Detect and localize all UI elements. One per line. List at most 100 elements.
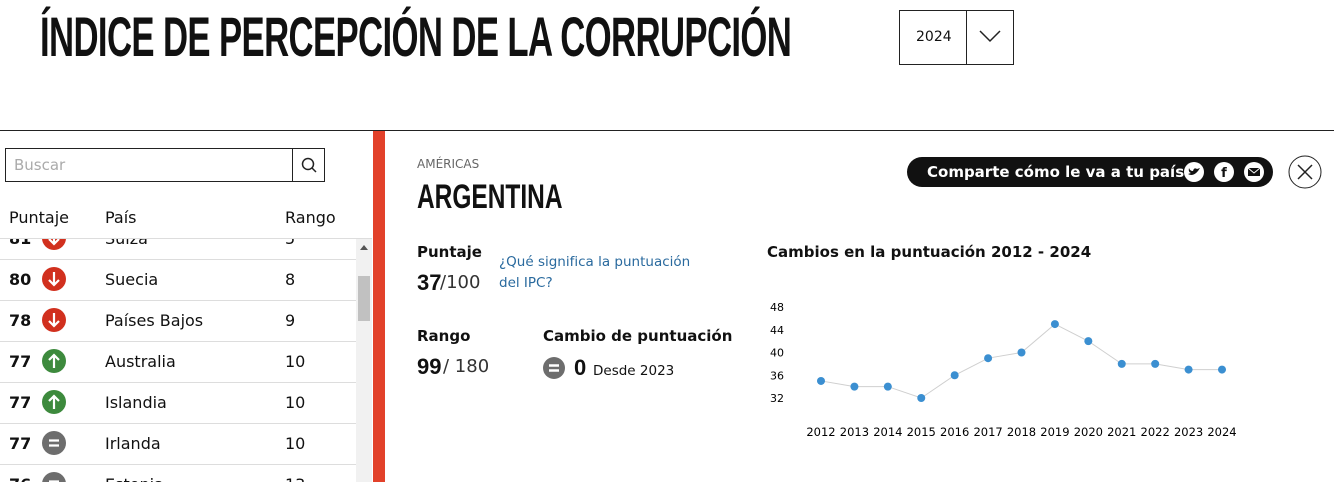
score: 77 [9, 351, 32, 371]
search-icon[interactable] [300, 156, 318, 174]
score-max: /100 [440, 272, 481, 293]
chevron [979, 30, 1001, 43]
rank-value: 99 [417, 354, 442, 379]
line-chart: 32 36 40 44 48 2012 2013 2014 2015 2016 2017 2018 20… [770, 301, 1237, 439]
scrollbar[interactable] [356, 239, 372, 482]
title-text: ÍNDICE DE PERCEPCIÓN DE LA CORRUPCIÓN [40, 5, 792, 68]
x-tick-label: 2016 [940, 425, 969, 439]
country: Suecia [105, 269, 159, 289]
x-tick-label: 2013 [840, 425, 869, 439]
year-dropdown[interactable]: 2024 [899, 10, 1014, 65]
ranking-table: 81 Suiza 5 80 Suecia 8 78 Países Bajos 9 77 Austra… [0, 239, 356, 482]
data-point [817, 376, 825, 385]
change-value: 0 [574, 355, 587, 380]
trend-icon [42, 307, 66, 332]
table-row[interactable]: 76 Estonia 13 [0, 464, 356, 482]
rank: 10 [285, 392, 306, 412]
table-row[interactable]: 77 Islandia 10 [0, 382, 356, 424]
y-tick-label: 44 [770, 324, 784, 337]
score-info-link[interactable]: ¿Qué significa la puntuación del IPC? [499, 254, 691, 291]
handle [311, 167, 317, 173]
page-title: ÍNDICE DE PERCEPCIÓN DE LA CORRUPCIÓN [40, 4, 1252, 69]
share-icons: f [1184, 162, 1264, 182]
table-row[interactable]: 78 Países Bajos 9 [0, 300, 356, 342]
y-tick-label: 32 [770, 392, 784, 405]
region: AMÉRICAS [417, 157, 480, 171]
x-tick-label: 2017 [973, 425, 1002, 439]
column-header[interactable]: País [105, 208, 137, 227]
mail-glyph [1248, 168, 1260, 176]
score: 81 [9, 239, 31, 248]
divider [292, 149, 293, 181]
search-box[interactable]: Buscar [5, 148, 325, 182]
trend-glyph [48, 271, 60, 287]
data-point [1218, 365, 1226, 374]
score: 80 [9, 269, 32, 289]
data-point [950, 371, 959, 380]
facebook-icon[interactable] [1214, 162, 1234, 182]
table-row[interactable]: 81 Suiza 5 [0, 239, 356, 260]
table-row[interactable]: 77 Irlanda 10 [0, 423, 356, 465]
rank: 9 [285, 310, 296, 330]
country: Estonia [105, 475, 164, 482]
share-text: Comparte cómo le va a tu país [927, 163, 1185, 181]
lens [301, 157, 315, 171]
data-point [1151, 359, 1160, 368]
data-point [1117, 359, 1126, 368]
x-tick-label: 2019 [1040, 425, 1069, 439]
close-button[interactable] [1288, 155, 1322, 189]
country: Países Bajos [105, 310, 204, 330]
trend-glyph [48, 239, 60, 246]
change-since: Desde 2023 [593, 363, 675, 379]
rank: 5 [285, 239, 295, 248]
score: 76 [9, 475, 31, 482]
y-tick-label: 40 [770, 347, 784, 360]
rank: 8 [285, 269, 296, 289]
data-point [1017, 348, 1026, 357]
accent-bar [373, 131, 385, 482]
column-header[interactable]: Rango [285, 208, 336, 227]
x-tick-label: 2020 [1074, 425, 1103, 439]
table-row[interactable]: 77 Australia 10 [0, 341, 356, 383]
share-pill[interactable]: Comparte cómo le va a tu país f [907, 157, 1273, 187]
trend-glyph [48, 312, 60, 328]
x-tick-label: 2018 [1007, 425, 1036, 439]
scroll-up[interactable] [360, 245, 368, 251]
x-tick-label: 2022 [1141, 425, 1170, 439]
year-value: 2024 [916, 29, 952, 45]
x-tick-label: 2014 [873, 425, 902, 439]
score: 77 [9, 392, 32, 412]
x-tick-label: 2023 [1174, 425, 1203, 439]
chevron-line [979, 30, 1001, 43]
data-point [883, 382, 892, 391]
trend-icon [42, 389, 66, 414]
x-tick-label: 2024 [1207, 425, 1236, 439]
header-rule [0, 238, 372, 239]
rank: 10 [285, 351, 306, 371]
data-point [850, 382, 859, 391]
arrow [360, 245, 368, 250]
y-tick-label: 48 [770, 301, 784, 314]
icon-circle [42, 471, 66, 482]
icon-circle [543, 357, 565, 379]
change-label: Cambio de puntuación [543, 327, 733, 345]
icon-circle [42, 430, 66, 455]
trend-icon [42, 266, 66, 291]
column-header[interactable]: Puntaje [9, 208, 70, 227]
table-row[interactable]: 80 Suecia 8 [0, 259, 356, 301]
rank: 10 [285, 433, 306, 453]
trend-icon [42, 348, 66, 373]
country: Australia [105, 351, 176, 371]
score: 78 [9, 310, 32, 330]
trend-icon [42, 239, 66, 250]
score-label: Puntaje [417, 243, 482, 261]
country-name: ARGENTINA [417, 178, 619, 217]
facebook-glyph: f [1221, 166, 1227, 181]
trend-glyph [49, 479, 59, 482]
header-rule [0, 130, 1334, 131]
trend-icon [42, 471, 66, 482]
country: Islandia [105, 392, 167, 412]
scroll-thumb[interactable] [358, 276, 370, 321]
